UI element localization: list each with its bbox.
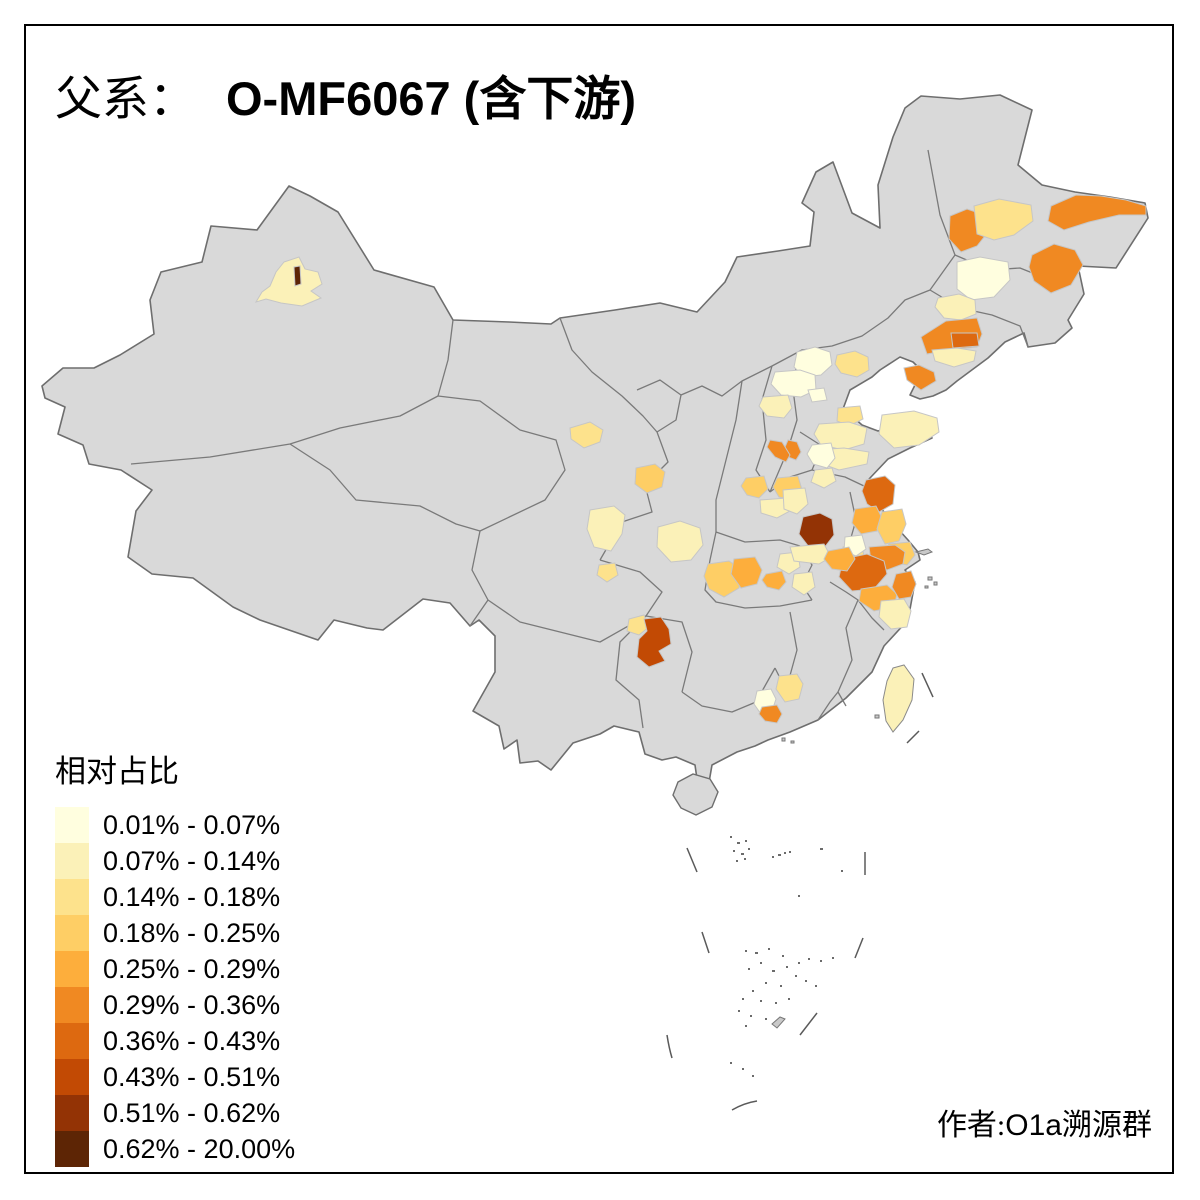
map-region [636,616,672,668]
map-region [782,487,809,515]
legend-items: 0.01% - 0.07% 0.07% - 0.14% 0.14% - 0.18% 0… [55,807,295,1167]
legend-title: 相对占比 [55,754,179,789]
map-region [759,497,791,519]
legend-label: 0.43% - 0.51% [103,1062,281,1092]
title-prefix: 父系： [55,74,196,126]
legend-swatch [55,807,89,843]
legend-item: 0.01% - 0.07% [55,807,295,843]
legend-label: 0.14% - 0.18% [103,882,281,912]
map-region [758,394,793,419]
sea-islands [666,672,934,1111]
legend-swatch [55,879,89,915]
legend-item: 0.25% - 0.29% [55,951,295,987]
map-region [950,332,980,349]
map-region [798,512,835,549]
page-title: 父系： O-MF6067 (含下游) [55,60,636,129]
map-region [740,475,769,499]
map-region [789,543,832,565]
map-region [586,505,626,552]
title-value: O-MF6067 (含下游) [226,72,636,125]
map-region [834,350,870,378]
sea-islets [730,836,843,1077]
map-region [775,673,804,703]
legend-swatch [55,1023,89,1059]
map-region [758,704,783,724]
map-region [761,570,787,591]
attribution-latin: O1a [1005,1109,1062,1142]
attribution: 作者:O1a溯源群 [937,1100,1152,1144]
map-region [293,265,302,287]
legend-label: 0.29% - 0.36% [103,990,281,1020]
map-region [878,410,940,449]
legend-label: 0.62% - 20.00% [103,1134,296,1164]
legend-item: 0.07% - 0.14% [55,843,295,879]
legend-label: 0.51% - 0.62% [103,1098,281,1128]
map-region [730,556,763,589]
map-region [791,571,816,596]
map-region [596,562,619,583]
legend-label: 0.01% - 0.07% [103,810,281,840]
legend-item: 0.62% - 20.00% [55,1131,295,1167]
legend-swatch [55,843,89,879]
map-region [956,256,1011,301]
attribution-suffix: 溯源群 [1062,1109,1152,1142]
legend-swatch [55,951,89,987]
map-region [254,256,323,307]
legend-item: 0.18% - 0.25% [55,915,295,951]
legend-item: 0.43% - 0.51% [55,1059,295,1095]
legend-swatch [55,1131,89,1167]
map-region [626,614,650,636]
legend-swatch [55,1095,89,1131]
legend-item: 0.29% - 0.36% [55,987,295,1023]
map-region [656,520,704,563]
legend-item: 0.36% - 0.43% [55,1023,295,1059]
map-region [766,439,791,463]
attribution-prefix: 作者: [936,1109,1006,1142]
map-region [1028,243,1084,294]
legend-label: 0.25% - 0.29% [103,954,281,984]
map-region [810,467,837,489]
map-region [806,442,836,469]
map-region [891,570,917,600]
legend-label: 0.36% - 0.43% [103,1026,281,1056]
map-region [882,664,915,733]
legend-label: 0.18% - 0.25% [103,918,281,948]
map-region [876,508,907,545]
legend-label: 0.07% - 0.14% [103,846,281,876]
map-region [836,405,864,427]
map-region [861,475,896,513]
coastal-islands [771,548,938,1029]
legend-swatch [55,1059,89,1095]
choropleth-regions [254,194,1147,733]
map-region [878,598,912,630]
map-region [1047,194,1147,231]
map-region [973,198,1034,241]
legend: 相对占比 0.01% - 0.07% 0.07% - 0.14% 0.14% - 0… [55,746,295,1167]
map-region [634,463,666,494]
map-region [807,387,828,403]
map-region [851,505,883,535]
map-region [569,421,604,449]
map-region [934,293,977,321]
legend-item: 0.14% - 0.18% [55,879,295,915]
map-region [903,364,937,391]
legend-swatch [55,987,89,1023]
hainan-island [672,773,719,816]
legend-swatch [55,915,89,951]
legend-item: 0.51% - 0.62% [55,1095,295,1131]
map-region [793,346,833,378]
map-region [770,369,817,398]
map-region [931,347,977,368]
map-region [823,546,856,572]
